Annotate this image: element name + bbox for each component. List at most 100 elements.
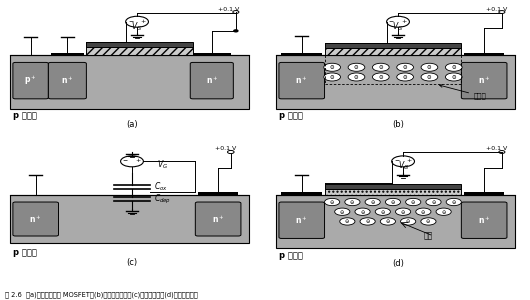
Circle shape <box>416 208 431 215</box>
Text: $+$: $+$ <box>401 17 408 25</box>
Circle shape <box>421 73 438 81</box>
Bar <box>11 55 249 109</box>
Circle shape <box>375 208 391 215</box>
Text: n$^+$: n$^+$ <box>61 75 74 86</box>
Circle shape <box>405 198 421 206</box>
Bar <box>11 195 249 243</box>
Text: $V_G$: $V_G$ <box>392 20 403 32</box>
FancyBboxPatch shape <box>279 62 324 99</box>
Text: $+$: $+$ <box>135 156 142 164</box>
Text: $\ominus$: $\ominus$ <box>339 208 345 216</box>
FancyBboxPatch shape <box>279 202 324 238</box>
Text: n$^+$: n$^+$ <box>206 75 218 86</box>
Circle shape <box>397 63 413 71</box>
Text: 图 2.6  （a)由栅压控制的 MOSFET；(b)耗尽区的形成；(c)反型的开始；(d)反型层的形成: 图 2.6 （a)由栅压控制的 MOSFET；(b)耗尽区的形成；(c)反型的开… <box>5 292 198 298</box>
FancyBboxPatch shape <box>461 62 507 99</box>
Text: $-$: $-$ <box>394 158 400 163</box>
Text: n$^+$: n$^+$ <box>296 214 308 226</box>
Text: p 型衬底: p 型衬底 <box>279 251 303 260</box>
Bar <box>86 42 193 47</box>
Text: 负电荷: 负电荷 <box>439 85 487 99</box>
Text: n$^+$: n$^+$ <box>478 75 490 86</box>
Text: $\ominus$: $\ominus$ <box>440 208 447 216</box>
Circle shape <box>324 73 340 81</box>
Circle shape <box>324 198 340 206</box>
Circle shape <box>360 218 375 225</box>
Circle shape <box>445 63 462 71</box>
Text: $+$: $+$ <box>406 156 413 164</box>
Bar <box>277 55 515 109</box>
Text: $\ominus$: $\ominus$ <box>370 198 376 206</box>
Text: $\ominus$: $\ominus$ <box>402 63 408 71</box>
Text: $\ominus$: $\ominus$ <box>359 208 366 216</box>
Text: $\ominus$: $\ominus$ <box>426 218 431 225</box>
Text: $V_G$: $V_G$ <box>398 160 409 172</box>
Text: 电子: 电子 <box>423 231 432 240</box>
Circle shape <box>345 198 360 206</box>
Text: $V_G$: $V_G$ <box>157 158 169 171</box>
Bar <box>281 192 322 195</box>
Text: $\ominus$: $\ominus$ <box>329 198 335 206</box>
Circle shape <box>445 73 462 81</box>
Text: $\ominus$: $\ominus$ <box>354 63 359 71</box>
Text: +0.1 V: +0.1 V <box>218 7 239 12</box>
Circle shape <box>381 218 395 225</box>
Text: $\ominus$: $\ominus$ <box>329 63 335 71</box>
Circle shape <box>373 63 389 71</box>
Text: p 型衬底: p 型衬底 <box>279 111 303 120</box>
Text: $\ominus$: $\ominus$ <box>420 208 426 216</box>
Text: $\ominus$: $\ominus$ <box>450 63 457 71</box>
Circle shape <box>234 30 238 32</box>
Text: n$^+$: n$^+$ <box>212 213 224 225</box>
Text: $\ominus$: $\ominus$ <box>426 63 432 71</box>
Circle shape <box>324 63 340 71</box>
Bar <box>86 47 193 55</box>
Text: $\ominus$: $\ominus$ <box>405 218 411 225</box>
Text: $C_{ox}$: $C_{ox}$ <box>154 181 167 193</box>
Text: $\ominus$: $\ominus$ <box>410 198 416 206</box>
Circle shape <box>397 73 413 81</box>
Text: p 型衬底: p 型衬底 <box>13 248 37 257</box>
Circle shape <box>365 198 381 206</box>
Bar <box>51 53 84 55</box>
Text: $\ominus$: $\ominus$ <box>349 198 355 206</box>
Circle shape <box>348 63 365 71</box>
Circle shape <box>348 73 365 81</box>
Text: $C_{dep}$: $C_{dep}$ <box>154 193 171 206</box>
Text: p$^+$: p$^+$ <box>24 74 37 88</box>
Bar <box>324 184 461 189</box>
Text: $+$: $+$ <box>140 17 147 25</box>
Text: $\ominus$: $\ominus$ <box>378 73 384 81</box>
Text: $\ominus$: $\ominus$ <box>400 208 406 216</box>
Bar <box>277 195 515 248</box>
Text: $\ominus$: $\ominus$ <box>402 73 408 81</box>
Text: $\ominus$: $\ominus$ <box>378 63 384 71</box>
Text: $\ominus$: $\ominus$ <box>380 208 386 216</box>
Text: $\ominus$: $\ominus$ <box>365 218 370 225</box>
Text: $\ominus$: $\ominus$ <box>430 198 436 206</box>
Text: $V_G$: $V_G$ <box>131 20 143 32</box>
Text: +0.1 V: +0.1 V <box>486 146 507 152</box>
Text: $\ominus$: $\ominus$ <box>451 198 457 206</box>
Circle shape <box>334 208 350 215</box>
Text: $\ominus$: $\ominus$ <box>329 73 335 81</box>
Bar <box>198 192 238 195</box>
Text: n$^+$: n$^+$ <box>296 75 308 86</box>
Text: $\ominus$: $\ominus$ <box>450 73 457 81</box>
Text: $\ominus$: $\ominus$ <box>354 73 359 81</box>
FancyBboxPatch shape <box>190 62 233 99</box>
Text: p 型衬底: p 型衬底 <box>13 111 37 120</box>
Text: $-$: $-$ <box>122 158 129 163</box>
Circle shape <box>436 208 451 215</box>
Circle shape <box>421 63 438 71</box>
Text: n$^+$: n$^+$ <box>478 214 490 226</box>
Circle shape <box>446 198 461 206</box>
Text: (d): (d) <box>392 260 404 268</box>
Circle shape <box>355 208 370 215</box>
Bar <box>281 53 322 55</box>
Text: $-$: $-$ <box>128 18 134 23</box>
Circle shape <box>395 208 411 215</box>
Text: $\ominus$: $\ominus$ <box>385 218 391 225</box>
Text: n$^+$: n$^+$ <box>30 213 42 225</box>
Circle shape <box>385 198 401 206</box>
